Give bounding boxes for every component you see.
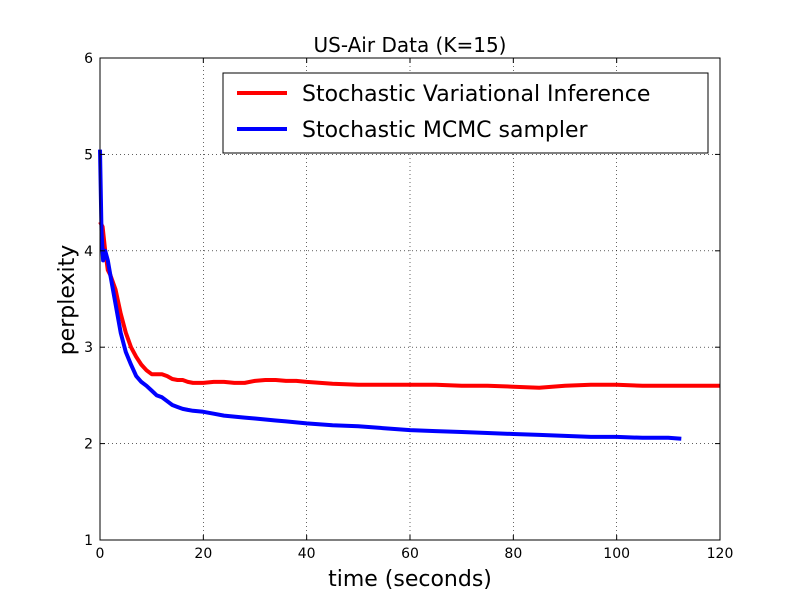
series-line-mcmc	[98, 149, 682, 441]
y-tick-label: 4	[84, 244, 93, 260]
y-axis-label: perplexity	[55, 245, 80, 356]
x-tick-label: 80	[504, 546, 522, 562]
x-axis-label: time (seconds)	[328, 567, 492, 592]
series-line-svi	[98, 220, 720, 390]
y-tick-label: 3	[84, 340, 93, 356]
y-tick-label: 1	[84, 533, 93, 549]
legend-label-mcmc: Stochastic MCMC sampler	[302, 118, 589, 143]
x-tick-label: 100	[603, 546, 630, 562]
legend: Stochastic Variational Inference Stochas…	[222, 72, 709, 154]
ticks: 0 20 40 60 80 100 120 1 2 3 4 5 6	[84, 51, 733, 562]
chart-title: US-Air Data (K=15)	[314, 33, 507, 57]
y-tick-label: 2	[84, 437, 93, 453]
x-tick-label: 120	[707, 546, 734, 562]
legend-label-svi: Stochastic Variational Inference	[302, 82, 650, 107]
x-tick-label: 20	[194, 546, 212, 562]
y-tick-label: 5	[84, 147, 93, 163]
legend-box	[222, 72, 709, 154]
x-tick-label: 0	[96, 546, 105, 562]
x-tick-label: 60	[401, 546, 419, 562]
series-layer	[98, 149, 720, 441]
x-tick-label: 40	[298, 546, 316, 562]
y-tick-label: 6	[84, 51, 93, 67]
